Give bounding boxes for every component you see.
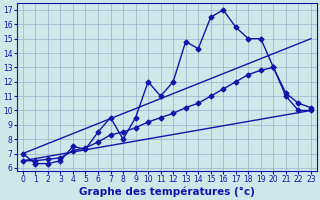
X-axis label: Graphe des températures (°c): Graphe des températures (°c) <box>79 187 255 197</box>
